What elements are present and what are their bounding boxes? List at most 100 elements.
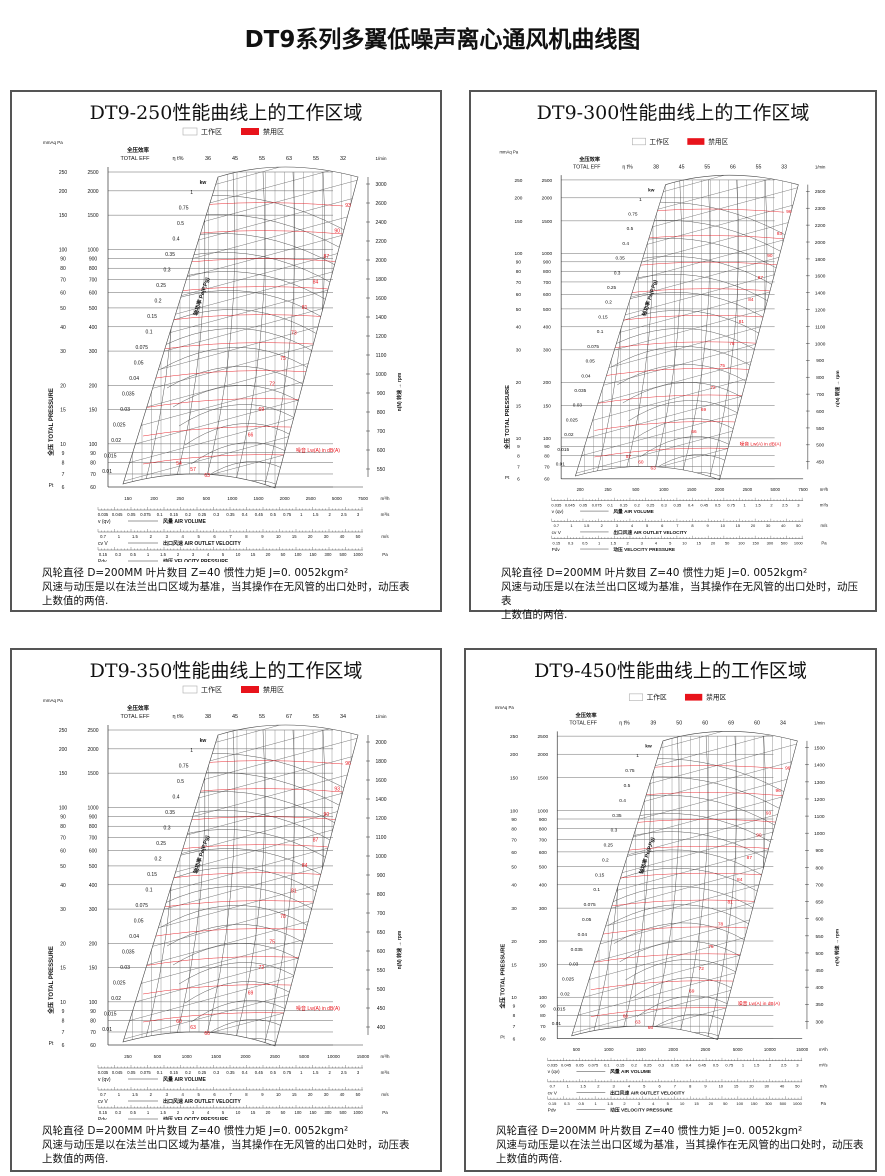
m3s-tick-label: 0.2 — [634, 502, 640, 507]
velocity-tick-label: 7 — [229, 1092, 232, 1097]
power-value-label: 0.075 — [587, 344, 599, 350]
noise-value-label: 84 — [748, 297, 754, 303]
rpm-tick-label: 1600 — [375, 296, 386, 302]
rpm-tick-label: 550 — [377, 968, 386, 974]
pa-tick-label: 100 — [89, 442, 98, 448]
rpm-unit: 1/min — [375, 714, 387, 719]
efficiency-curve — [677, 736, 709, 1040]
power-value-label: 0.025 — [562, 977, 574, 983]
power-value-label: 0.35 — [165, 810, 175, 816]
mmaq-tick-label: 100 — [510, 808, 518, 814]
power-line — [571, 821, 798, 890]
rpm-tick-label: 1000 — [375, 854, 386, 860]
m3h-tick-label: 150 — [124, 496, 132, 501]
rpm-tick-label: 500 — [815, 951, 823, 957]
power-line — [575, 425, 799, 480]
velocity-tick-label: 0.7 — [554, 523, 560, 528]
left-axis-units: mmAq Pa — [495, 705, 515, 710]
mmaq-tick-label: 30 — [60, 349, 66, 355]
m3s-tick-label: 0.4 — [686, 1063, 692, 1068]
velocity-tick-label: 9 — [261, 534, 264, 539]
power-value-label: 0.35 — [612, 813, 622, 819]
curve-region — [123, 167, 358, 488]
velocity-pressure-tick-label: 150 — [751, 1101, 758, 1106]
legend-swatch-work — [182, 127, 198, 136]
m3h-tick-label: 1500 — [211, 1054, 222, 1059]
velocity-pressure-tick-label: 100 — [738, 540, 745, 545]
pa-tick-label: 100 — [89, 1000, 98, 1006]
pa-tick-label: 900 — [89, 814, 98, 820]
power-value-label: 0.02 — [560, 991, 570, 997]
pt-label: Pt — [505, 475, 510, 481]
m3h-tick-label: 15000 — [796, 1047, 809, 1052]
pa-tick-label: 100 — [539, 995, 547, 1001]
m3s-tick-label: 0.15 — [170, 1070, 179, 1075]
power-line — [123, 260, 358, 332]
power-value-label: 0.04 — [581, 373, 591, 379]
m3h-tick-label: 5000 — [299, 1054, 310, 1059]
m3s-tick-label: 0.035 — [98, 1070, 109, 1075]
mmaq-tick-label: 6 — [517, 477, 520, 483]
legend-label-forbidden: 禁用区 — [263, 686, 284, 694]
velocity-pressure-tick-label: 1 — [147, 1110, 150, 1115]
pa-tick-label: 90 — [90, 451, 96, 457]
power-value-label: 1 — [190, 748, 193, 754]
kw-label: kw — [200, 180, 207, 186]
power-line — [123, 396, 358, 468]
power-value-label: 0.35 — [615, 256, 625, 262]
pa-tick-label: 800 — [89, 266, 98, 272]
power-value-label: 0.5 — [177, 221, 184, 227]
m3h-tick-label: 500 — [154, 1054, 162, 1059]
pressure-axis-title: 全压 TOTAL PRESSURE — [498, 944, 506, 1010]
m3s-tick-label: 2 — [328, 512, 331, 517]
velocity-tick-label: 8 — [689, 1084, 692, 1089]
mmaq-tick-label: 70 — [516, 280, 522, 286]
pa-tick-label: 500 — [89, 306, 98, 312]
power-value-label: 0.05 — [134, 361, 144, 367]
power-value-label: 0.2 — [605, 300, 612, 306]
power-value-label: 0.3 — [164, 826, 171, 832]
velocity-tick-label: 9 — [707, 523, 710, 528]
m3s-tick-label: 0.5 — [713, 1063, 719, 1068]
mmaq-tick-label: 50 — [60, 864, 66, 870]
power-line — [123, 226, 358, 298]
velocity-tick-label: 0.7 — [100, 1092, 106, 1097]
m3h-tick-label: 250 — [604, 487, 612, 492]
rpm-tick-label: 1100 — [815, 324, 826, 330]
mmaq-tick-label: 50 — [516, 307, 522, 313]
pa-tick-label: 150 — [539, 962, 547, 968]
velocity-pressure-tick-label: 0.15 — [99, 552, 108, 557]
kw-label: kw — [648, 187, 655, 193]
m3h-tick-label: 2500 — [701, 1047, 711, 1052]
outlet-velocity-label: 出口风速 AIR OUTLET VELOCITY — [163, 1098, 241, 1105]
pa-tick-label: 300 — [539, 906, 547, 912]
velocity-pressure-unit: Pa — [821, 540, 827, 545]
m3s-tick-label: 0.05 — [576, 1063, 585, 1068]
power-line — [571, 919, 798, 987]
legend-label-forbidden: 禁用区 — [706, 694, 726, 702]
m3s-tick-label: 0.045 — [561, 1063, 572, 1068]
efficiency-label: 55 — [313, 714, 319, 720]
outlet-velocity-label: 出口风速 AIR OUTLET VELOCITY — [610, 1089, 685, 1096]
panel-footer: 风轮直径 D=200MM 叶片数目 Z=40 惯性力矩 J=0. 0052kgm… — [42, 566, 430, 608]
velocity-tick-label: 9 — [704, 1084, 707, 1089]
pa-tick-label: 400 — [89, 883, 98, 889]
velocity-pressure-tick-label: 5 — [667, 1101, 670, 1106]
noise-value-label: 93 — [334, 787, 340, 793]
power-axis-title: 轴功率 Pe(P,Pg) — [637, 836, 656, 875]
m3s-tick-label: 0.75 — [725, 1063, 734, 1068]
efficiency-curve — [262, 171, 296, 488]
pressure-curve — [605, 328, 793, 378]
mmaq-tick-label: 30 — [516, 348, 522, 354]
velocity-tick-label: 20 — [751, 523, 756, 528]
velocity-pressure-tick-label: 2 — [177, 1110, 180, 1115]
pa-tick-label: 900 — [539, 817, 547, 823]
velocity-tick-label: 3 — [166, 1092, 169, 1097]
m3s-tick-label: 0.15 — [617, 1063, 626, 1068]
power-line — [123, 869, 358, 941]
pressure-curve — [585, 831, 798, 882]
pressure-curve — [608, 904, 789, 955]
m3s-tick-label: 0.4 — [242, 512, 248, 517]
velocity-pressure-unit: Pa — [382, 1110, 388, 1115]
power-value-label: 0.035 — [122, 392, 135, 398]
